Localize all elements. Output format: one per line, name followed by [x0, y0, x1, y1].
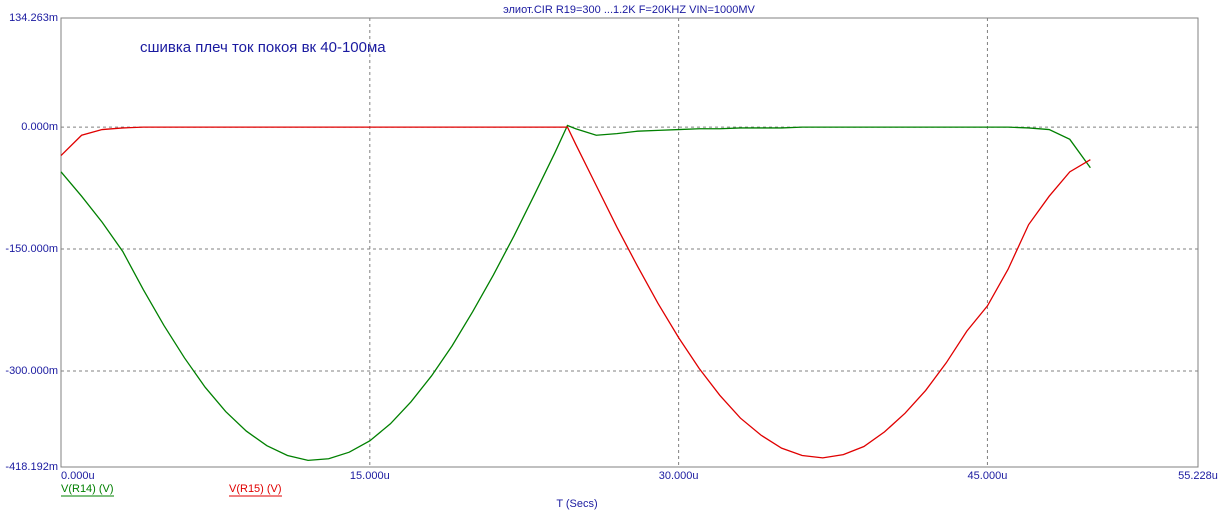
x-tick-label: 45.000u [968, 470, 1008, 482]
x-axis-label: T (Secs) [556, 498, 597, 510]
x-tick-label: 30.000u [659, 470, 699, 482]
y-tick-label: -418.192m [5, 461, 58, 473]
y-tick-label: 134.263m [9, 12, 58, 24]
legend-label: V(R14) (V) [61, 483, 114, 495]
line-series [60, 124, 1091, 461]
x-tick-label: 55.228u [1178, 470, 1218, 482]
legend-label: V(R15) (V) [229, 483, 282, 495]
chart-title: элиот.CIR R19=300 ...1.2K F=20KHZ VIN=10… [503, 4, 755, 16]
y-tick-label: -300.000m [5, 365, 58, 377]
x-tick-label: 0.000u [61, 470, 95, 482]
line-series [60, 126, 1091, 459]
y-tick-label: 0.000m [21, 121, 58, 133]
x-tick-label: 15.000u [350, 470, 390, 482]
y-tick-label: -150.000m [5, 243, 58, 255]
annotation: сшивка плеч ток покоя вк 40-100ма [140, 39, 386, 56]
plot-frame [60, 17, 1199, 468]
